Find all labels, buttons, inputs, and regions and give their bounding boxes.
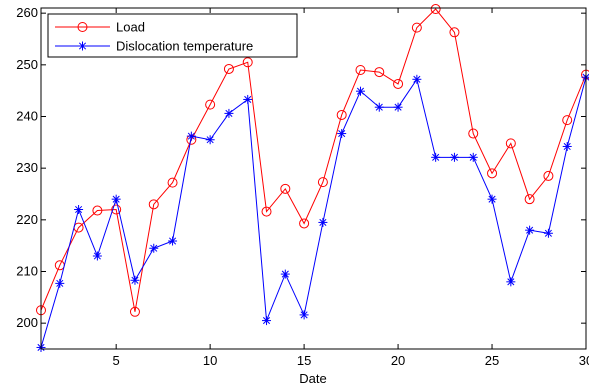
x-tick-label: 5 xyxy=(113,353,120,368)
data-point-dislocation-temperature xyxy=(525,226,534,235)
data-point-dislocation-temperature xyxy=(356,87,365,96)
data-point-dislocation-temperature xyxy=(187,132,196,141)
y-tick-label: 220 xyxy=(16,212,38,227)
x-tick-label: 20 xyxy=(391,353,405,368)
y-tick-label: 230 xyxy=(16,160,38,175)
x-tick-label: 15 xyxy=(297,353,311,368)
data-point-dislocation-temperature xyxy=(243,95,252,104)
legend-label-dislocation-temperature: Dislocation temperature xyxy=(116,39,253,54)
data-point-dislocation-temperature xyxy=(112,195,121,204)
data-point-dislocation-temperature xyxy=(506,277,515,286)
data-point-dislocation-temperature xyxy=(318,218,327,227)
legend-marker-dislocation-temperature xyxy=(78,42,87,51)
data-point-dislocation-temperature xyxy=(130,276,139,285)
y-tick-label: 240 xyxy=(16,109,38,124)
data-point-dislocation-temperature xyxy=(431,153,440,162)
data-point-dislocation-temperature xyxy=(55,279,64,288)
data-point-dislocation-temperature xyxy=(337,129,346,138)
data-point-dislocation-temperature xyxy=(93,252,102,261)
y-tick-label: 260 xyxy=(16,5,38,20)
data-point-dislocation-temperature xyxy=(74,205,83,214)
x-axis-label: Date xyxy=(299,371,326,385)
data-point-dislocation-temperature xyxy=(206,135,215,144)
legend: Load Dislocation temperature xyxy=(48,14,297,57)
legend-label-load: Load xyxy=(116,20,145,35)
y-tick-label: 250 xyxy=(16,57,38,72)
data-point-dislocation-temperature xyxy=(149,244,158,253)
x-tick-label: 10 xyxy=(203,353,217,368)
data-point-dislocation-temperature xyxy=(168,237,177,246)
data-point-dislocation-temperature xyxy=(300,310,309,319)
data-point-dislocation-temperature xyxy=(469,153,478,162)
data-point-dislocation-temperature xyxy=(262,316,271,325)
data-point-dislocation-temperature xyxy=(281,270,290,279)
data-point-dislocation-temperature xyxy=(375,103,384,112)
data-point-dislocation-temperature xyxy=(394,103,403,112)
data-point-dislocation-temperature xyxy=(224,109,233,118)
y-tick-label: 200 xyxy=(16,315,38,330)
plot-area xyxy=(41,8,586,349)
x-tick-label: 25 xyxy=(485,353,499,368)
data-point-dislocation-temperature xyxy=(544,229,553,238)
x-tick-label: 30 xyxy=(579,353,589,368)
data-point-dislocation-temperature xyxy=(488,195,497,204)
data-point-dislocation-temperature xyxy=(563,142,572,151)
y-tick-label: 210 xyxy=(16,264,38,279)
data-point-dislocation-temperature xyxy=(450,153,459,162)
data-point-dislocation-temperature xyxy=(412,75,421,84)
